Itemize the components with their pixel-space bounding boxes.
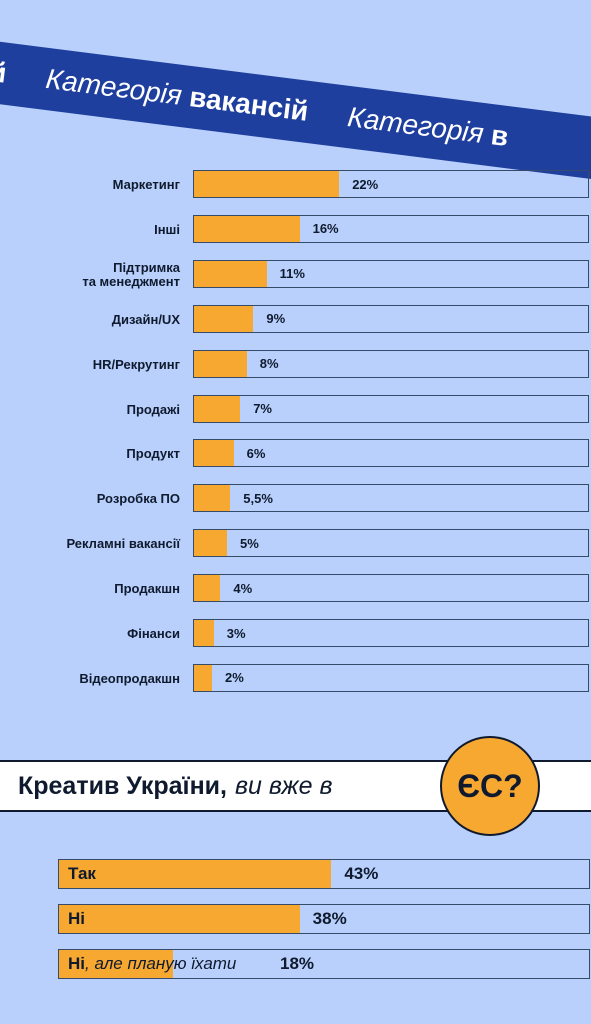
bar-label: Фінанси: [127, 626, 180, 641]
bar: [194, 305, 254, 332]
bar-row: Маркетинг 22%: [0, 170, 591, 200]
bar: [194, 171, 340, 197]
bar-value-label: 4%: [233, 580, 253, 596]
bar-track: [193, 439, 589, 468]
bar: [194, 485, 231, 512]
bar-value-label: 6%: [246, 445, 266, 461]
banner: сій Категорія вакансій Категорія в: [0, 38, 591, 188]
answer-label: Ні, але планую їхати: [68, 954, 237, 973]
bar-track: [193, 619, 589, 647]
banner-segment: сій: [0, 53, 8, 90]
bar-label: HR/Рекрутинг: [92, 356, 180, 372]
bar: [194, 575, 221, 602]
bar-value-label: 8%: [259, 356, 279, 372]
answer-bar: [59, 860, 332, 888]
bar-track: [193, 349, 589, 378]
bar-value-label: 9%: [266, 311, 286, 327]
bar-track: [193, 529, 589, 558]
answer-bar: [59, 950, 173, 978]
answer-value-label: 18%: [280, 954, 315, 973]
bar-value-label: 22%: [352, 176, 379, 192]
answer-row: Ні, але планую їхати 18%: [58, 949, 590, 979]
bar: [194, 395, 241, 422]
bar: [194, 664, 212, 691]
bar-label: Продажі: [126, 401, 180, 417]
bar-label: Інші: [154, 221, 180, 237]
answer-label: Так: [68, 864, 96, 883]
bar: [194, 350, 247, 377]
banner-bold: в: [489, 119, 511, 153]
bar: [194, 440, 234, 467]
bar-track: [193, 574, 589, 603]
bar-value-label: 5,5%: [243, 490, 273, 506]
answer-row: Ні 38%: [58, 904, 590, 934]
eu-badge: ЄС?: [440, 736, 540, 836]
bar-row: Відеопродакшн 2%: [0, 663, 591, 694]
answer-row: Так 43%: [58, 859, 590, 889]
bar: [194, 215, 300, 242]
bar-row: Розробка ПО 5,5%: [0, 484, 591, 514]
bar-row: Рекламні вакансії 5%: [0, 529, 591, 559]
answer-track: [58, 859, 590, 889]
bar-label: Відеопродакшн: [79, 670, 180, 686]
bar-value-label: 5%: [240, 535, 259, 551]
banner-bold: сій: [0, 52, 9, 89]
answer-value-label: 38%: [312, 909, 347, 928]
bar: [194, 530, 227, 557]
bar-row: Підтримка та менеджмент 11%: [0, 259, 591, 290]
category-chart: Маркетинг 22% Інші 16% Підтримка та менеджме…: [0, 170, 591, 710]
bar-value-label: 2%: [225, 670, 244, 686]
bar-row: Продакшн 4%: [0, 574, 591, 604]
bar-value-label: 16%: [312, 221, 339, 237]
banner-bold: вакансій: [187, 81, 311, 127]
bar-row: Продукт 6%: [0, 439, 591, 469]
bar-track: [193, 170, 589, 198]
bar-row: HR/Рекрутинг 8%: [0, 349, 591, 380]
bar: [194, 260, 267, 287]
banner-segment: Категорія в: [345, 101, 511, 153]
banner-italic: Категорія: [345, 101, 486, 149]
bar-track: [193, 259, 589, 288]
bar-value-label: 11%: [279, 266, 305, 282]
bar-label: Рекламні вакансії: [66, 536, 180, 552]
question-text: Креатив України, ви вже в: [18, 762, 333, 810]
bar-label: Маркетинг: [112, 177, 180, 192]
bar-row: Інші 16%: [0, 214, 591, 245]
question-bold: Креатив України,: [18, 771, 227, 800]
question-italic: ви вже в: [235, 771, 333, 800]
bar-label: Підтримка та менеджмент: [82, 259, 180, 289]
answer-bar: [59, 905, 300, 933]
bar: [194, 620, 214, 646]
bar-row: Продажі 7%: [0, 394, 591, 425]
answer-value-label: 43%: [344, 864, 379, 883]
bar-label: Продакшн: [114, 581, 180, 597]
bar-value-label: 7%: [253, 401, 272, 416]
bar-label: Продукт: [126, 446, 180, 462]
bar-track: [193, 484, 589, 513]
banner-italic: Категорія: [44, 62, 184, 111]
bar-row: Дизайн/UX 9%: [0, 304, 591, 335]
bar-row: Фінанси 3%: [0, 619, 591, 649]
answer-track: [58, 949, 590, 979]
banner-segment: Категорія вакансій: [44, 63, 310, 128]
bar-label: Розробка ПО: [96, 491, 180, 507]
bar-track: [193, 394, 589, 423]
answer-track: [58, 904, 590, 934]
bar-label: Дизайн/UX: [111, 311, 180, 327]
bar-track: [193, 214, 589, 243]
bar-value-label: 3%: [226, 625, 246, 641]
bar-track: [193, 304, 589, 333]
answer-label: Ні: [68, 909, 85, 928]
bar-track: [193, 663, 589, 692]
